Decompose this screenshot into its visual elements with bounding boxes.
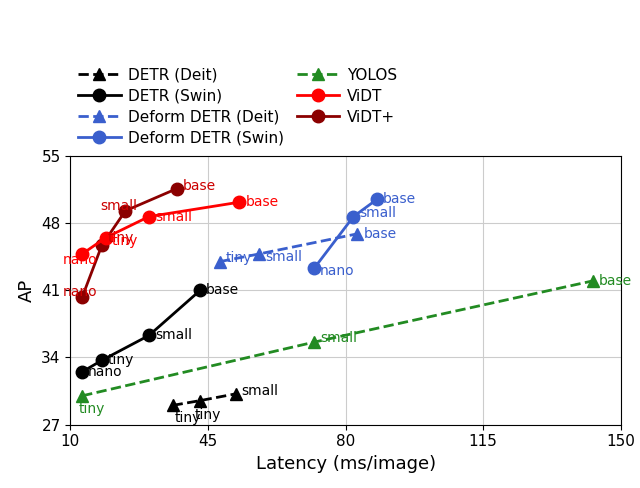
Text: small: small [155, 209, 192, 224]
Text: nano: nano [320, 264, 355, 278]
Text: small: small [320, 331, 357, 346]
Text: base: base [383, 192, 416, 206]
Text: nano: nano [88, 365, 123, 379]
Text: tiny: tiny [108, 231, 134, 244]
Text: tiny: tiny [112, 234, 138, 247]
Text: base: base [182, 179, 216, 193]
Text: small: small [360, 206, 396, 220]
Text: tiny: tiny [195, 408, 221, 422]
Text: tiny: tiny [175, 411, 201, 425]
Text: nano: nano [63, 253, 97, 266]
Text: tiny: tiny [78, 402, 104, 416]
Text: base: base [364, 227, 396, 241]
Y-axis label: AP: AP [18, 279, 36, 302]
Text: base: base [206, 284, 239, 297]
Text: small: small [100, 199, 137, 213]
Legend: DETR (Deit), DETR (Swin), Deform DETR (Deit), Deform DETR (Swin), YOLOS, ViDT, V: DETR (Deit), DETR (Swin), Deform DETR (D… [78, 67, 397, 146]
Text: tiny: tiny [226, 251, 252, 265]
Text: small: small [241, 384, 278, 398]
Text: nano: nano [63, 285, 97, 299]
Text: base: base [245, 195, 278, 209]
Text: base: base [599, 274, 632, 288]
Text: tiny: tiny [108, 353, 134, 367]
X-axis label: Latency (ms/image): Latency (ms/image) [255, 455, 436, 473]
Text: small: small [155, 328, 192, 343]
Text: small: small [265, 250, 302, 264]
